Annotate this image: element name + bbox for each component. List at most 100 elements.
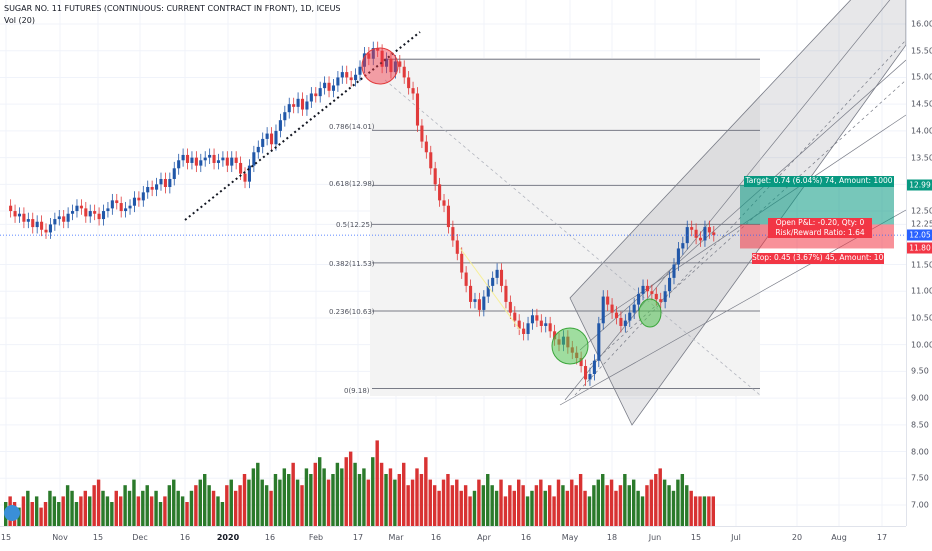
candle-body	[477, 299, 481, 310]
candle-body	[517, 320, 521, 329]
volume-bar	[379, 462, 384, 526]
candle-body	[420, 125, 424, 142]
volume-bar	[428, 479, 432, 526]
candle-body	[287, 104, 291, 113]
volume-bar	[172, 479, 176, 526]
time-tick: Nov	[52, 533, 68, 542]
volume-bar	[512, 490, 516, 526]
volume-bar	[136, 496, 141, 526]
volume-bar	[220, 502, 225, 526]
volume-bar	[269, 490, 273, 526]
volume-bar	[158, 502, 163, 526]
price-axis[interactable]: 16.0015.5015.0014.5014.0013.5013.0012.50…	[906, 0, 932, 526]
candle-body	[698, 237, 703, 241]
price-chart[interactable]	[0, 0, 906, 526]
candle-body	[309, 93, 313, 102]
volume-bar	[472, 490, 477, 526]
position-target-label[interactable]: Target: 0.74 (6.04%) 74, Amount: 1000	[744, 176, 894, 187]
candle-body	[292, 104, 296, 107]
candle-body	[221, 157, 225, 161]
candle-body	[327, 82, 331, 91]
candle-body	[504, 285, 508, 302]
volume-bar	[676, 479, 680, 526]
position-risk-reward-label[interactable]: Risk/Reward Ratio: 1.64	[768, 228, 872, 238]
volume-indicator-label[interactable]: Vol (20)	[4, 16, 35, 25]
candle-body	[442, 200, 446, 206]
volume-bar	[693, 496, 698, 526]
volume-bar	[251, 468, 256, 526]
time-tick: Apr	[477, 533, 491, 542]
candle-body	[185, 154, 190, 163]
price-tick: 13.50	[911, 153, 932, 163]
volume-bar	[207, 485, 211, 526]
candle-body	[499, 269, 504, 286]
time-tick: 16	[264, 533, 276, 542]
candle-body	[305, 101, 309, 110]
volume-bar	[702, 496, 707, 526]
volume-bar	[39, 507, 43, 526]
candle-body	[376, 48, 380, 51]
drawings-front	[0, 31, 906, 365]
candle-body	[181, 154, 185, 161]
time-tick: 15	[92, 533, 104, 542]
time-tick: Dec	[132, 533, 148, 542]
tradingview-logo-icon[interactable]	[4, 505, 20, 521]
position-open-pnl-label[interactable]: Open P&L: -0.20, Qty: 0	[768, 218, 872, 228]
volume-bar	[105, 496, 110, 526]
volume-bar	[375, 440, 379, 526]
candle-body	[239, 162, 243, 174]
price-tick: 11.50	[911, 260, 932, 269]
volume-bar	[322, 468, 326, 526]
volume-bar	[132, 479, 136, 526]
volume-bar	[477, 479, 481, 526]
candle-body	[194, 157, 198, 166]
candle-body	[212, 154, 216, 163]
candle-body	[146, 187, 150, 193]
volume-bar	[242, 474, 247, 526]
candle-body	[654, 293, 658, 300]
time-axis[interactable]: 15 Nov 15 Dec 16 2020 16 Feb 17 Mar 16 Apr 16 May 18 Ju…	[0, 526, 906, 551]
candle-body	[482, 296, 486, 310]
fib-label-05: 0.5(12.25)	[336, 221, 373, 229]
candle-body	[681, 243, 685, 249]
candle-body	[216, 160, 221, 163]
volume-bar	[499, 479, 503, 526]
volume-bar	[494, 490, 499, 526]
candle-body	[398, 61, 402, 67]
volume-bar	[317, 457, 322, 526]
candle-body	[84, 208, 88, 217]
time-tick: May	[561, 533, 579, 542]
candle-body	[345, 72, 349, 78]
volume-bar	[393, 479, 397, 526]
volume-bar	[552, 496, 556, 526]
chart-pane[interactable]: SUGAR NO. 11 FUTURES (CONTINUOUS: CURREN…	[0, 0, 906, 526]
volume-bar	[415, 468, 419, 526]
candle-body	[199, 160, 203, 166]
candle-body	[44, 229, 48, 233]
volume-bar	[658, 468, 662, 526]
volume-bar	[707, 496, 711, 526]
candle-body	[225, 157, 229, 166]
symbol-title[interactable]: SUGAR NO. 11 FUTURES (CONTINUOUS: CURREN…	[4, 4, 341, 13]
candle-body	[53, 219, 57, 225]
volume-bar	[543, 490, 547, 526]
candle-body	[712, 232, 716, 236]
candle-body	[583, 366, 588, 380]
candle-body	[57, 216, 61, 220]
volume-bar	[680, 474, 685, 526]
candle-body	[314, 93, 318, 97]
volume-bar	[609, 479, 614, 526]
position-stop-label[interactable]: Stop: 0.45 (3.67%) 45, Amount: 1000	[752, 253, 893, 264]
candle-body	[119, 203, 123, 212]
fib-label-0618: 0.618(12.98)	[329, 180, 375, 188]
highlight-circle-green-1	[551, 327, 589, 365]
volume-bar	[463, 485, 468, 526]
candle-body	[619, 317, 623, 326]
time-tick: 20	[791, 533, 803, 542]
volume-bar	[592, 485, 596, 526]
candle-body	[668, 277, 672, 292]
volume-bar	[304, 468, 309, 526]
candle-body	[637, 293, 641, 305]
volume-bar	[74, 502, 79, 526]
volume-bar	[114, 490, 118, 526]
